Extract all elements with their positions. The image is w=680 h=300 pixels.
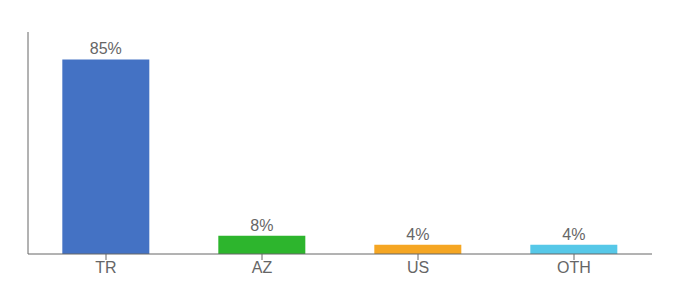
svg-text:TR: TR <box>95 259 116 276</box>
svg-text:8%: 8% <box>250 217 273 234</box>
svg-text:OTH: OTH <box>557 259 591 276</box>
svg-text:4%: 4% <box>562 226 585 243</box>
svg-text:4%: 4% <box>406 226 429 243</box>
svg-text:AZ: AZ <box>252 259 273 276</box>
svg-text:US: US <box>407 259 429 276</box>
svg-text:85%: 85% <box>90 40 122 57</box>
